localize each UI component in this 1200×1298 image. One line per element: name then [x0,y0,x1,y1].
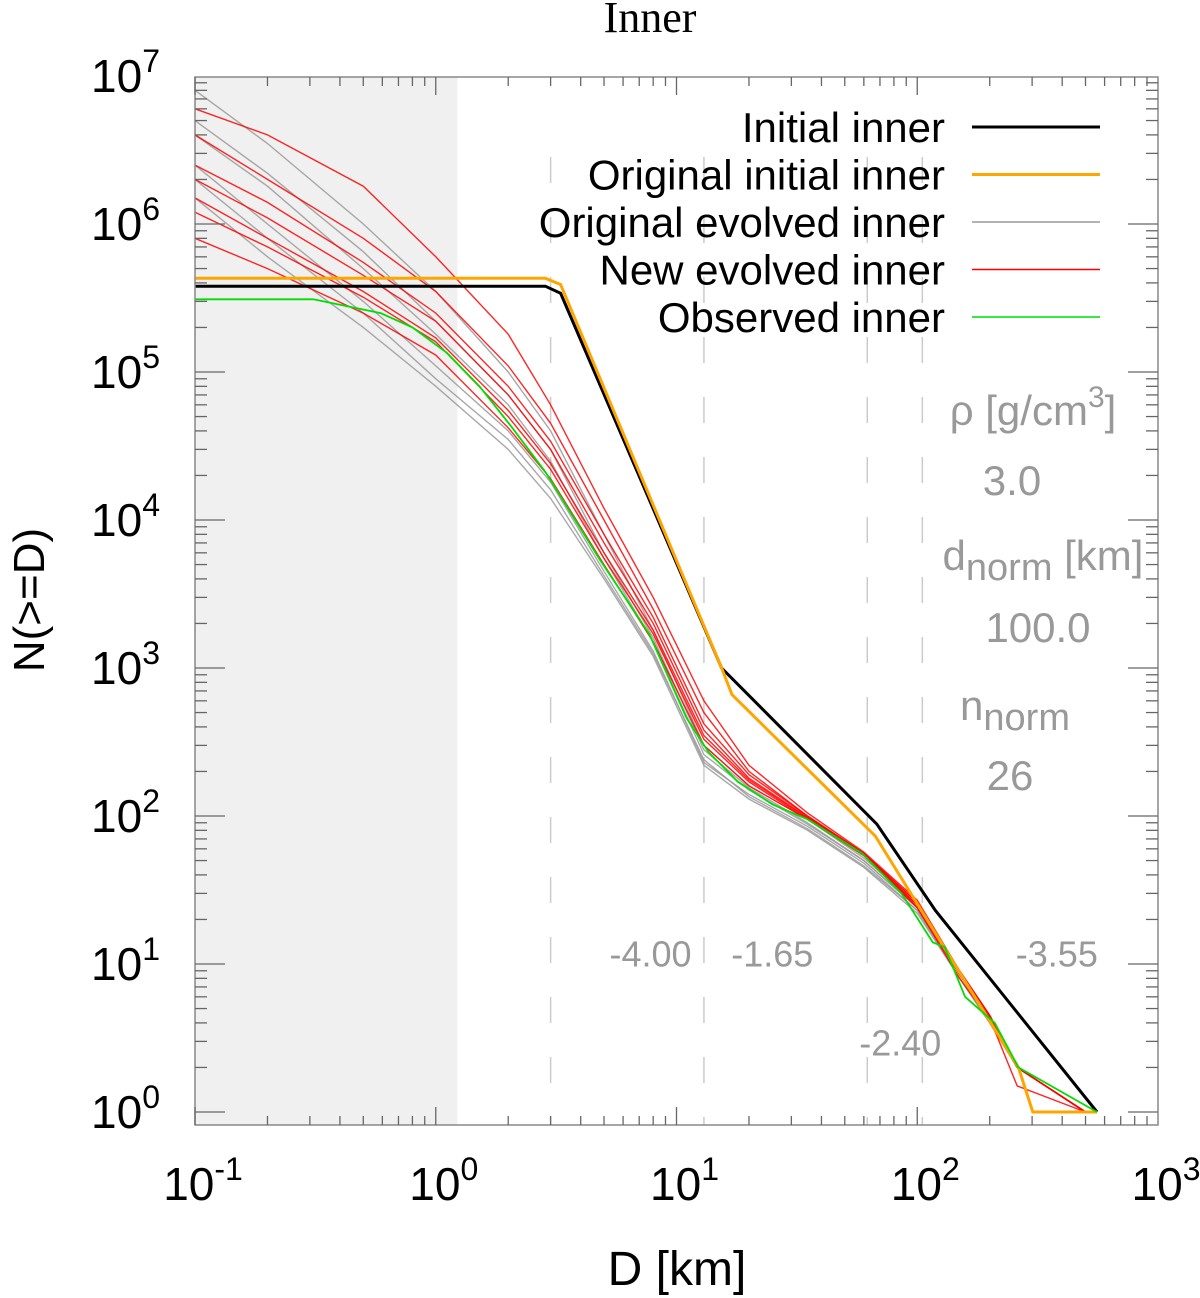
slope-label: -2.40 [859,1022,941,1063]
chart-title: Inner [604,0,697,42]
legend-label: Initial inner [742,104,945,151]
density-label: ρ [g/cm3] [950,381,1117,434]
y-tick-label: 104 [91,487,160,546]
series-lines [195,276,1099,1114]
ensemble-curve [194,108,1086,1113]
y-tick-label: 102 [91,783,160,842]
density-value: 3.0 [983,457,1041,504]
y-tick-label: 103 [91,635,160,694]
series-line [195,276,1097,1114]
dashed-reference-lines [549,157,924,1125]
shaded-region [195,77,458,1125]
y-tick-label: 100 [91,1079,160,1138]
y-tick-label: 107 [91,43,160,102]
plot-background [195,77,458,1125]
slope-label: -4.00 [609,933,691,974]
nnorm-label: nnorm [960,682,1070,739]
y-axis-label: N(>=D) [5,528,54,672]
y-tick-label: 106 [91,191,160,250]
legend-label: Original initial inner [588,152,945,199]
x-tick-label: 101 [650,1151,719,1210]
x-axis-label: D [km] [608,1243,747,1296]
axes [194,76,1159,1126]
y-tick-label: 105 [91,339,160,398]
series-line [195,298,1098,1113]
legend-label: Original evolved inner [539,199,945,246]
legend-label: New evolved inner [599,247,945,294]
legend-label: Observed inner [658,294,945,341]
slope-label: -1.65 [731,933,813,974]
nnorm-value: 26 [987,752,1034,799]
dnorm-value: 100.0 [985,604,1090,651]
slope-label: -3.55 [1016,933,1098,974]
dnorm-label: dnorm [km] [943,532,1144,589]
x-tick-label: 102 [891,1151,960,1210]
x-tick-label: 103 [1132,1151,1200,1210]
y-tick-label: 101 [91,931,160,990]
x-tick-label: 10-1 [163,1151,243,1210]
x-tick-label: 100 [409,1151,478,1210]
